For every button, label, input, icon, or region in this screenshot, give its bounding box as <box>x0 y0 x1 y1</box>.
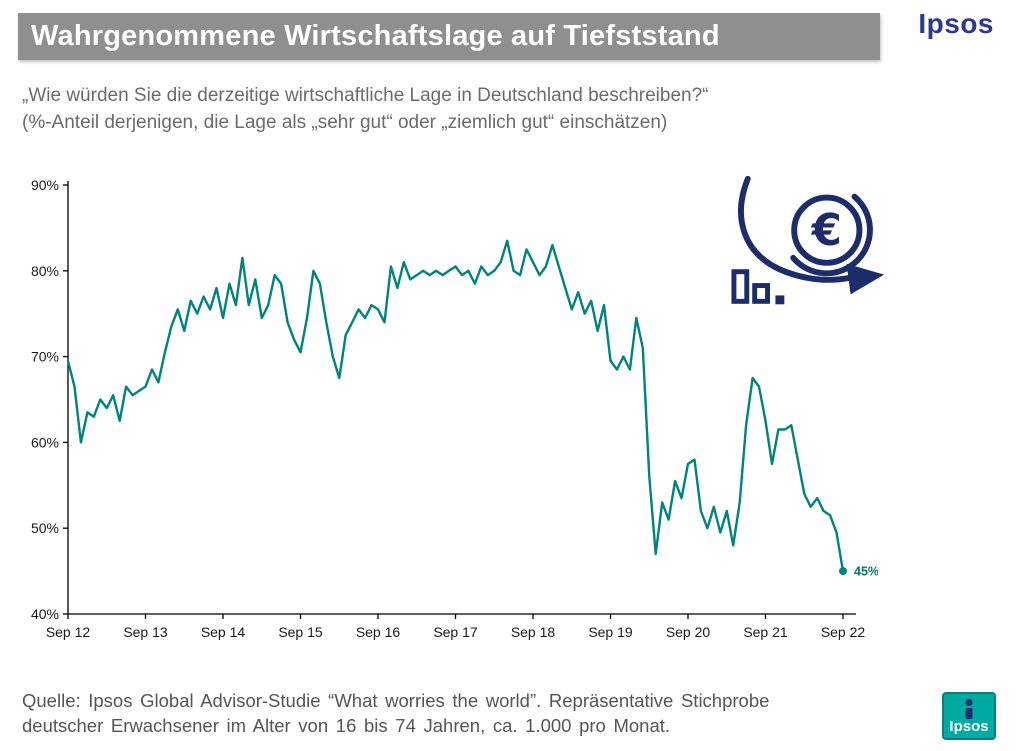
y-axis-tick-label: 50% <box>31 520 59 536</box>
x-axis-tick-label: Sep 16 <box>356 624 401 640</box>
x-axis-tick-label: Sep 12 <box>46 624 91 640</box>
bar-chart-medium-bar <box>752 283 770 304</box>
title-bar: Wahrgenommene Wirtschaftslage auf Tiefst… <box>18 13 880 60</box>
source-note: Quelle: Ipsos Global Advisor-Studie “Wha… <box>22 688 872 738</box>
end-point-marker <box>839 567 847 576</box>
bar-chart-small-square <box>775 295 785 305</box>
ipsos-logo-mark <box>965 699 973 719</box>
x-axis-tick-label: Sep 13 <box>123 624 168 640</box>
euro-decline-icon: € <box>731 175 885 305</box>
ipsos-logo-text: Ipsos <box>949 718 989 735</box>
x-axis-tick-label: Sep 21 <box>743 624 788 640</box>
x-axis-tick-label: Sep 22 <box>821 624 866 640</box>
source-line1: Quelle: Ipsos Global Advisor-Studie “Wha… <box>22 690 770 711</box>
x-axis-tick-label: Sep 20 <box>666 624 711 640</box>
source-line2: deutscher Erwachsener im Alter von 16 bi… <box>22 715 671 736</box>
y-axis-tick-label: 90% <box>31 177 59 193</box>
x-axis-tick-label: Sep 17 <box>433 624 478 640</box>
subtitle-line2: (%-Anteil derjenigen, die Lage als „sehr… <box>22 112 668 133</box>
subtitle-line1: „Wie würden Sie die derzeitige wirtschaf… <box>22 85 709 106</box>
ipsos-logo-top: Ipsos <box>918 8 994 39</box>
ipsos-logo-bottom: Ipsos <box>942 692 996 740</box>
bar-chart-tall-bar <box>731 269 750 304</box>
euro-coin-circle <box>791 194 863 266</box>
decline-arrow-curve <box>738 175 854 283</box>
y-axis-tick-label: 40% <box>31 606 59 622</box>
arrowhead <box>846 263 885 295</box>
subtitle: „Wie würden Sie die derzeitige wirtschaf… <box>22 82 708 136</box>
x-axis-tick-label: Sep 14 <box>201 624 246 640</box>
x-axis-tick-label: Sep 18 <box>511 624 556 640</box>
euro-coin-outer-arc <box>790 193 873 277</box>
end-point-label: 45% <box>854 565 878 579</box>
y-axis-tick-label: 60% <box>31 434 59 450</box>
page-title: Wahrgenommene Wirtschaftslage auf Tiefst… <box>31 20 720 52</box>
line-chart: 90% 80% 70% 60% 50% 40% Sep 12 Sep 13 Sep 14 Sep … <box>31 177 878 640</box>
x-axis-tick-label: Sep 19 <box>588 624 633 640</box>
euro-symbol: € <box>811 206 842 256</box>
series-line <box>66 239 845 573</box>
y-axis-tick-label: 70% <box>31 349 59 365</box>
x-axis-tick-label: Sep 15 <box>278 624 323 640</box>
y-axis-tick-label: 80% <box>31 263 59 279</box>
